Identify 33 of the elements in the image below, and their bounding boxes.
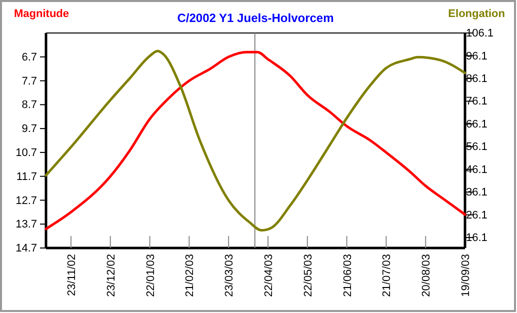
x-tick-label: 23/12/02	[105, 254, 118, 297]
y-tick-label: 13.7	[16, 218, 37, 231]
x-tick-label: 22/01/03	[144, 254, 157, 297]
x-tick-label: 20/08/03	[420, 254, 433, 297]
y2-tick-label: 96.1	[466, 50, 488, 62]
y2-axis-title: Elongation	[448, 8, 506, 20]
chart-title: C/2002 Y1 Juels-Holvorcem	[177, 11, 334, 25]
x-tick-label: 22/04/03	[262, 254, 275, 297]
y-tick-label: 7.7	[22, 75, 37, 88]
x-tick-label: 22/05/03	[302, 254, 314, 297]
y2-tick-label: 26.1	[466, 209, 488, 222]
y-tick-label: 12.7	[16, 194, 37, 207]
y2-tick-label: 66.1	[466, 118, 488, 130]
y-tick-label: 11.7	[16, 170, 37, 183]
y2-tick-label: 106.1	[466, 28, 494, 40]
x-tick-label: 21/07/03	[381, 254, 394, 297]
y2-tick-label: 46.1	[466, 164, 488, 176]
y2-tick-label: 16.1	[466, 232, 488, 244]
y-tick-label: 8.7	[22, 99, 37, 112]
y2-tick-label: 76.1	[466, 96, 488, 108]
y2-tick-label: 56.1	[466, 141, 488, 154]
y2-tick-label: 36.1	[466, 186, 488, 199]
y-tick-label: 10.7	[16, 146, 37, 159]
x-tick-label: 21/06/03	[342, 254, 354, 297]
y-tick-label: 14.7	[16, 242, 37, 255]
y2-tick-label: 86.1	[466, 72, 488, 85]
x-tick-label: 23/03/03	[224, 254, 236, 297]
y-tick-label: 6.7	[22, 51, 37, 64]
y-tick-label: 9.7	[22, 123, 37, 136]
x-tick-label: 23/11/02	[66, 254, 78, 296]
x-tick-label: 21/02/03	[184, 254, 196, 297]
x-tick-label: 19/09/03	[460, 254, 472, 297]
y-axis-title: Magnitude	[14, 8, 69, 20]
